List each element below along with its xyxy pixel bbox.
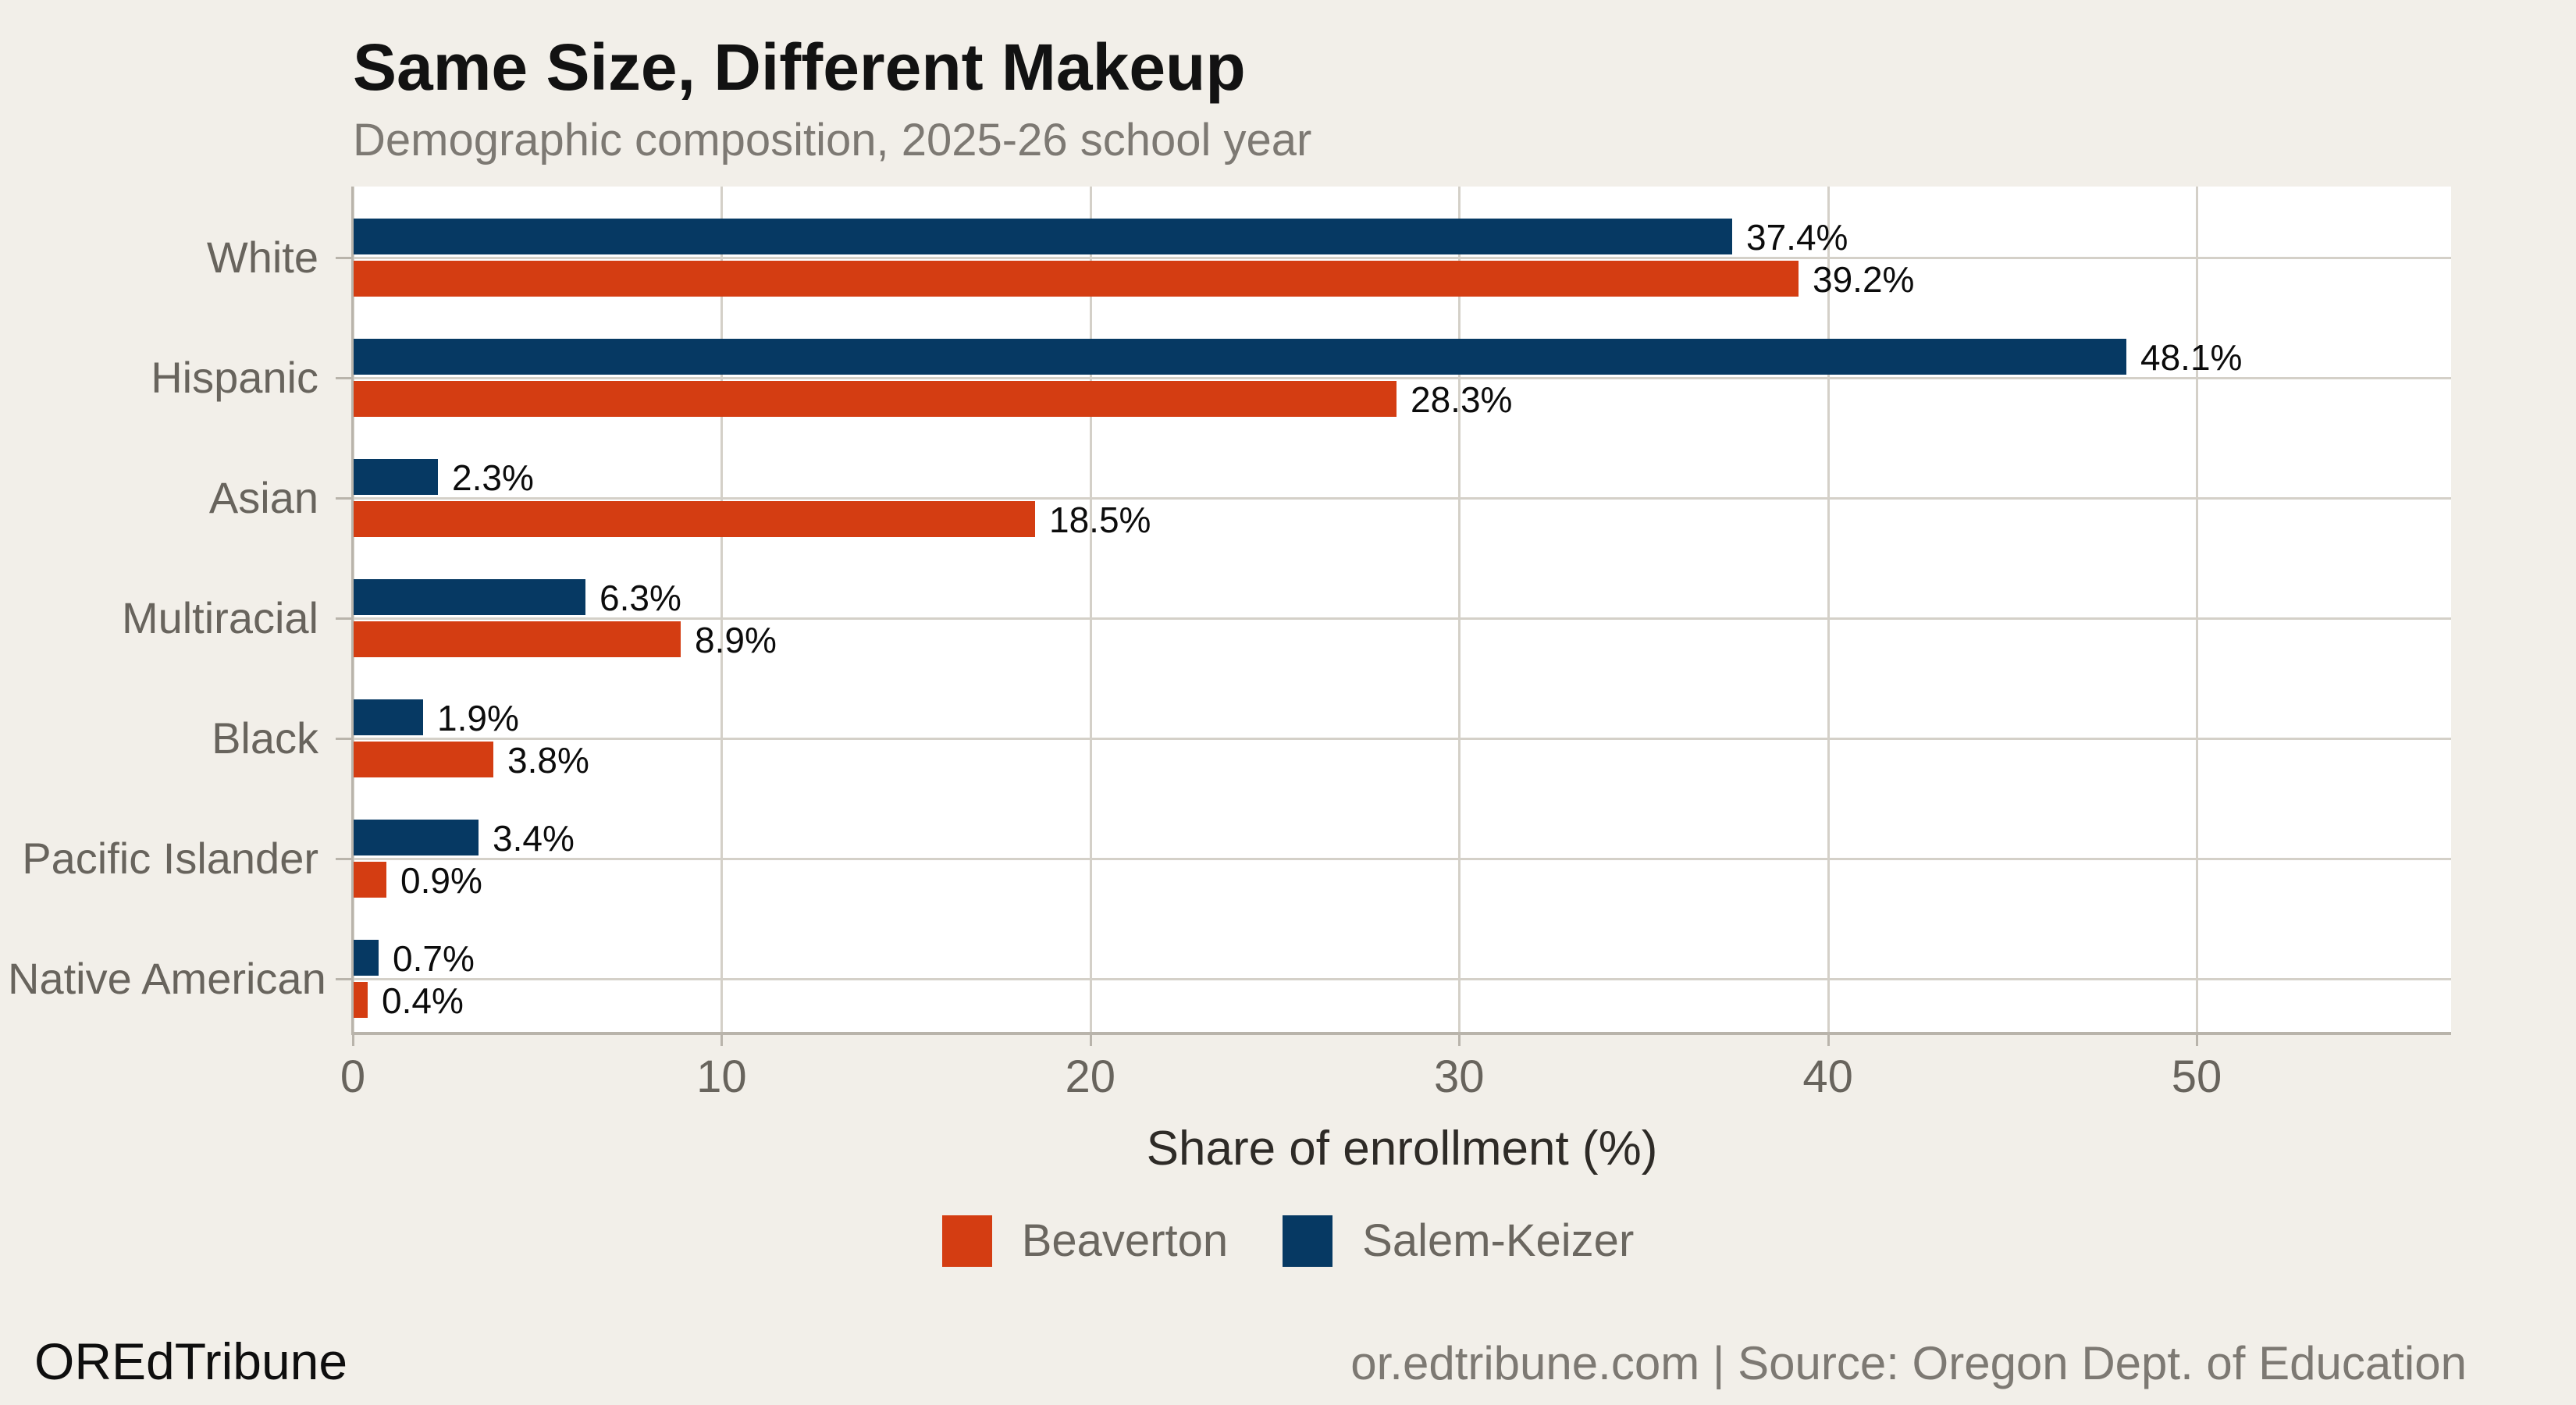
value-label: 0.4% (382, 980, 464, 1021)
bar-beaverton (353, 501, 1035, 537)
value-label: 37.4% (1746, 217, 1848, 258)
bar-salem-keizer (353, 699, 423, 735)
bar-beaverton (353, 742, 493, 777)
y-tick-mark (336, 978, 353, 980)
y-gridline (353, 978, 2451, 980)
x-tick-label: 50 (2171, 1051, 2222, 1102)
category-label: Black (212, 713, 318, 763)
x-tick-mark (2196, 1032, 2199, 1046)
legend: Beaverton Salem-Keizer (0, 1215, 2576, 1267)
category-label: White (206, 233, 318, 282)
x-gridline (1458, 187, 1461, 1032)
bar-beaverton (353, 381, 1397, 417)
y-tick-mark (336, 738, 353, 740)
source-attribution: or.edtribune.com | Source: Oregon Dept. … (1350, 1337, 2467, 1389)
x-tick-mark (720, 1032, 724, 1046)
x-tick-mark (1089, 1032, 1092, 1046)
value-label: 48.1% (2140, 337, 2243, 378)
bar-beaverton (353, 261, 1799, 297)
y-tick-mark (336, 617, 353, 620)
y-tick-mark (336, 497, 353, 500)
beaverton-swatch-icon (941, 1215, 992, 1267)
y-gridline (353, 617, 2451, 620)
y-gridline (353, 738, 2451, 740)
publisher-brand: OREdTribune (34, 1332, 348, 1390)
x-tick-mark (1458, 1032, 1461, 1046)
y-tick-mark (336, 377, 353, 379)
legend-item-salem-keizer: Salem-Keizer (1283, 1215, 1634, 1267)
bar-salem-keizer (353, 579, 585, 615)
category-label: Asian (208, 473, 318, 522)
x-tick-label: 10 (696, 1051, 747, 1102)
legend-item-beaverton: Beaverton (941, 1215, 1229, 1267)
value-label: 3.4% (493, 818, 575, 859)
x-gridline (1827, 187, 1830, 1032)
bar-salem-keizer (353, 339, 2126, 375)
y-tick-mark (336, 858, 353, 860)
legend-label-beaverton: Beaverton (1021, 1215, 1229, 1266)
x-tick-label: 40 (1802, 1051, 1853, 1102)
x-tick-mark (352, 1032, 354, 1046)
value-label: 28.3% (1411, 379, 1513, 420)
x-gridline (1089, 187, 1092, 1032)
bar-salem-keizer (353, 219, 1732, 254)
x-axis-label: Share of enrollment (%) (1146, 1122, 1658, 1176)
y-gridline (353, 377, 2451, 379)
category-label: Multiracial (121, 593, 318, 642)
y-tick-mark (336, 257, 353, 259)
value-label: 2.3% (452, 457, 534, 498)
chart-title: Same Size, Different Makeup (353, 30, 1246, 104)
value-label: 0.9% (400, 860, 482, 901)
value-label: 6.3% (600, 578, 681, 618)
category-label: Native American (8, 954, 326, 1003)
bar-salem-keizer (353, 820, 479, 855)
value-label: 18.5% (1049, 500, 1151, 540)
chart-subtitle: Demographic composition, 2025-26 school … (353, 115, 1312, 165)
legend-label-salem-keizer: Salem-Keizer (1362, 1215, 1635, 1266)
category-label: Pacific Islander (22, 834, 318, 883)
value-label: 39.2% (1813, 259, 1915, 300)
salem-keizer-swatch-icon (1283, 1215, 1333, 1267)
x-tick-label: 20 (1065, 1051, 1116, 1102)
bar-beaverton (353, 862, 386, 898)
bar-beaverton (353, 982, 368, 1018)
x-gridline (720, 187, 724, 1032)
x-axis-spine (351, 1032, 2451, 1035)
bar-beaverton (353, 621, 681, 657)
y-gridline (353, 497, 2451, 500)
bar-salem-keizer (353, 940, 379, 976)
value-label: 1.9% (437, 698, 519, 738)
bar-salem-keizer (353, 459, 438, 495)
x-tick-label: 30 (1433, 1051, 1485, 1102)
y-gridline (353, 257, 2451, 259)
value-label: 0.7% (393, 938, 475, 979)
y-axis-spine (351, 187, 354, 1034)
y-gridline (353, 858, 2451, 860)
x-tick-mark (1827, 1032, 1830, 1046)
value-label: 3.8% (507, 740, 589, 781)
x-tick-label: 0 (340, 1051, 366, 1102)
category-label: Hispanic (151, 353, 318, 402)
plot-area: 37.4% 39.2% 48.1% 28.3% 2.3% 18.5% 6.3% 8.9% 1.9… (352, 187, 2451, 1032)
x-gridline (2196, 187, 2199, 1032)
value-label: 8.9% (695, 620, 777, 660)
